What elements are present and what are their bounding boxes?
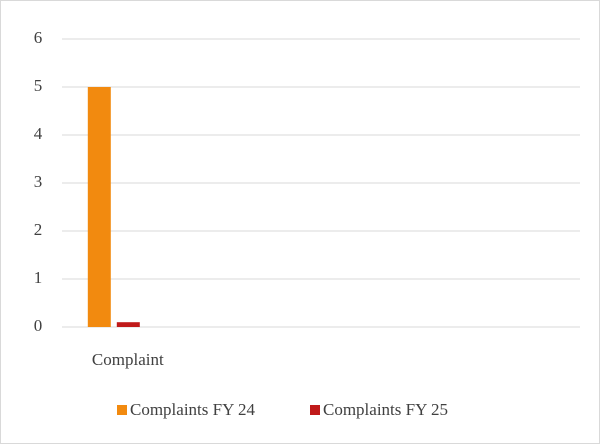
y-tick-label: 4 — [34, 124, 43, 143]
legend-label: Complaints FY 24 — [130, 400, 255, 419]
legend-swatch — [117, 405, 127, 415]
y-tick-label: 3 — [34, 172, 43, 191]
legend-swatch — [310, 405, 320, 415]
bar — [116, 322, 140, 327]
y-tick-label: 6 — [34, 28, 43, 47]
x-tick-label: Complaint — [92, 350, 164, 369]
y-tick-label: 0 — [34, 316, 43, 335]
legend-label: Complaints FY 25 — [323, 400, 448, 419]
y-tick-label: 1 — [34, 268, 43, 287]
y-tick-label: 2 — [34, 220, 43, 239]
y-tick-label: 5 — [34, 76, 43, 95]
bar — [87, 87, 111, 327]
